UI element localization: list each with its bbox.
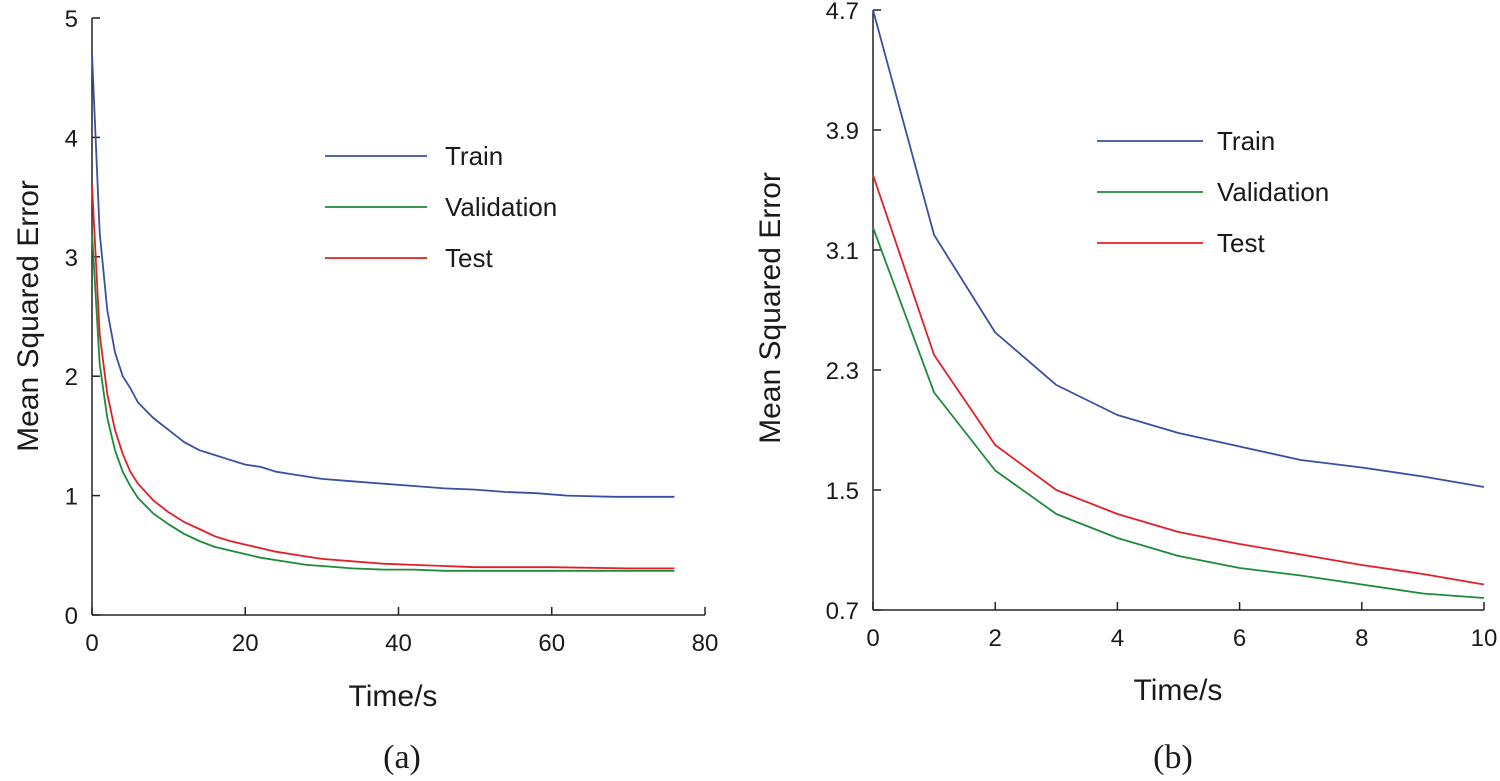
series-line-test-a xyxy=(91,185,675,570)
ticks-a: 0 20 40 60 80 0 1 2 3 4 5 xyxy=(65,6,719,657)
y-tick-label-b: 3.9 xyxy=(826,118,859,145)
x-tick-label-b: 0 xyxy=(866,625,879,652)
ticks-b: 0 2 4 6 8 10 0.7 1.5 2.3 3.1 3.9 4.7 xyxy=(826,0,1498,652)
x-tick-label-a: 40 xyxy=(385,630,412,657)
x-tick-label-b: 10 xyxy=(1471,625,1498,652)
series-line-test-b xyxy=(872,174,1485,586)
y-tick-label-a: 3 xyxy=(65,245,78,272)
legend-b: Train Validation Test xyxy=(1097,126,1329,258)
legend-label-train-a: Train xyxy=(445,141,503,171)
legend-a: Train Validation Test xyxy=(325,141,557,273)
y-tick-label-b: 4.7 xyxy=(826,0,859,25)
x-tick-label-a: 20 xyxy=(232,630,259,657)
y-tick-label-b: 0.7 xyxy=(826,598,859,625)
legend-label-train-b: Train xyxy=(1217,126,1275,156)
y-axis-label-b: Mean Squared Error xyxy=(754,172,787,444)
chart-panel-b: 0 2 4 6 8 10 0.7 1.5 2.3 3.1 3.9 4.7 Train Validati… xyxy=(754,0,1497,776)
series-line-validation-b xyxy=(872,227,1485,599)
legend-label-validation-a: Validation xyxy=(445,192,557,222)
series-group-a xyxy=(91,53,675,572)
legend-label-test-b: Test xyxy=(1217,228,1265,258)
y-tick-label-a: 2 xyxy=(65,364,78,391)
y-tick-label-a: 1 xyxy=(65,484,78,511)
y-tick-label-b: 3.1 xyxy=(826,238,859,265)
y-tick-label-a: 0 xyxy=(65,603,78,630)
x-tick-label-b: 4 xyxy=(1111,625,1124,652)
x-tick-label-b: 2 xyxy=(989,625,1002,652)
x-axis-label-b: Time/s xyxy=(1134,674,1223,707)
y-tick-label-b: 1.5 xyxy=(826,478,859,505)
caption-a: (a) xyxy=(383,739,421,776)
y-axis-label-a: Mean Squared Error xyxy=(12,180,45,452)
y-tick-label-a: 4 xyxy=(65,125,78,152)
x-tick-label-a: 0 xyxy=(85,630,98,657)
x-tick-label-a: 80 xyxy=(692,630,719,657)
legend-label-test-a: Test xyxy=(445,243,493,273)
series-line-validation-a xyxy=(91,232,675,572)
plot-area-a: 0 20 40 60 80 0 1 2 3 4 5 xyxy=(65,6,719,657)
y-tick-label-a: 5 xyxy=(65,6,78,33)
caption-b: (b) xyxy=(1153,739,1193,776)
series-line-train-b xyxy=(872,9,1485,488)
plot-area-b: 0 2 4 6 8 10 0.7 1.5 2.3 3.1 3.9 4.7 xyxy=(826,0,1498,652)
y-tick-label-b: 2.3 xyxy=(826,358,859,385)
series-group-b xyxy=(872,9,1485,599)
series-line-train-a xyxy=(91,53,675,498)
x-tick-label-a: 60 xyxy=(538,630,565,657)
chart-panel-a: 0 20 40 60 80 0 1 2 3 4 5 Train Validation Test Ti… xyxy=(12,6,718,776)
x-tick-label-b: 6 xyxy=(1233,625,1246,652)
legend-label-validation-b: Validation xyxy=(1217,177,1329,207)
x-axis-label-a: Time/s xyxy=(349,680,438,713)
x-tick-label-b: 8 xyxy=(1355,625,1368,652)
